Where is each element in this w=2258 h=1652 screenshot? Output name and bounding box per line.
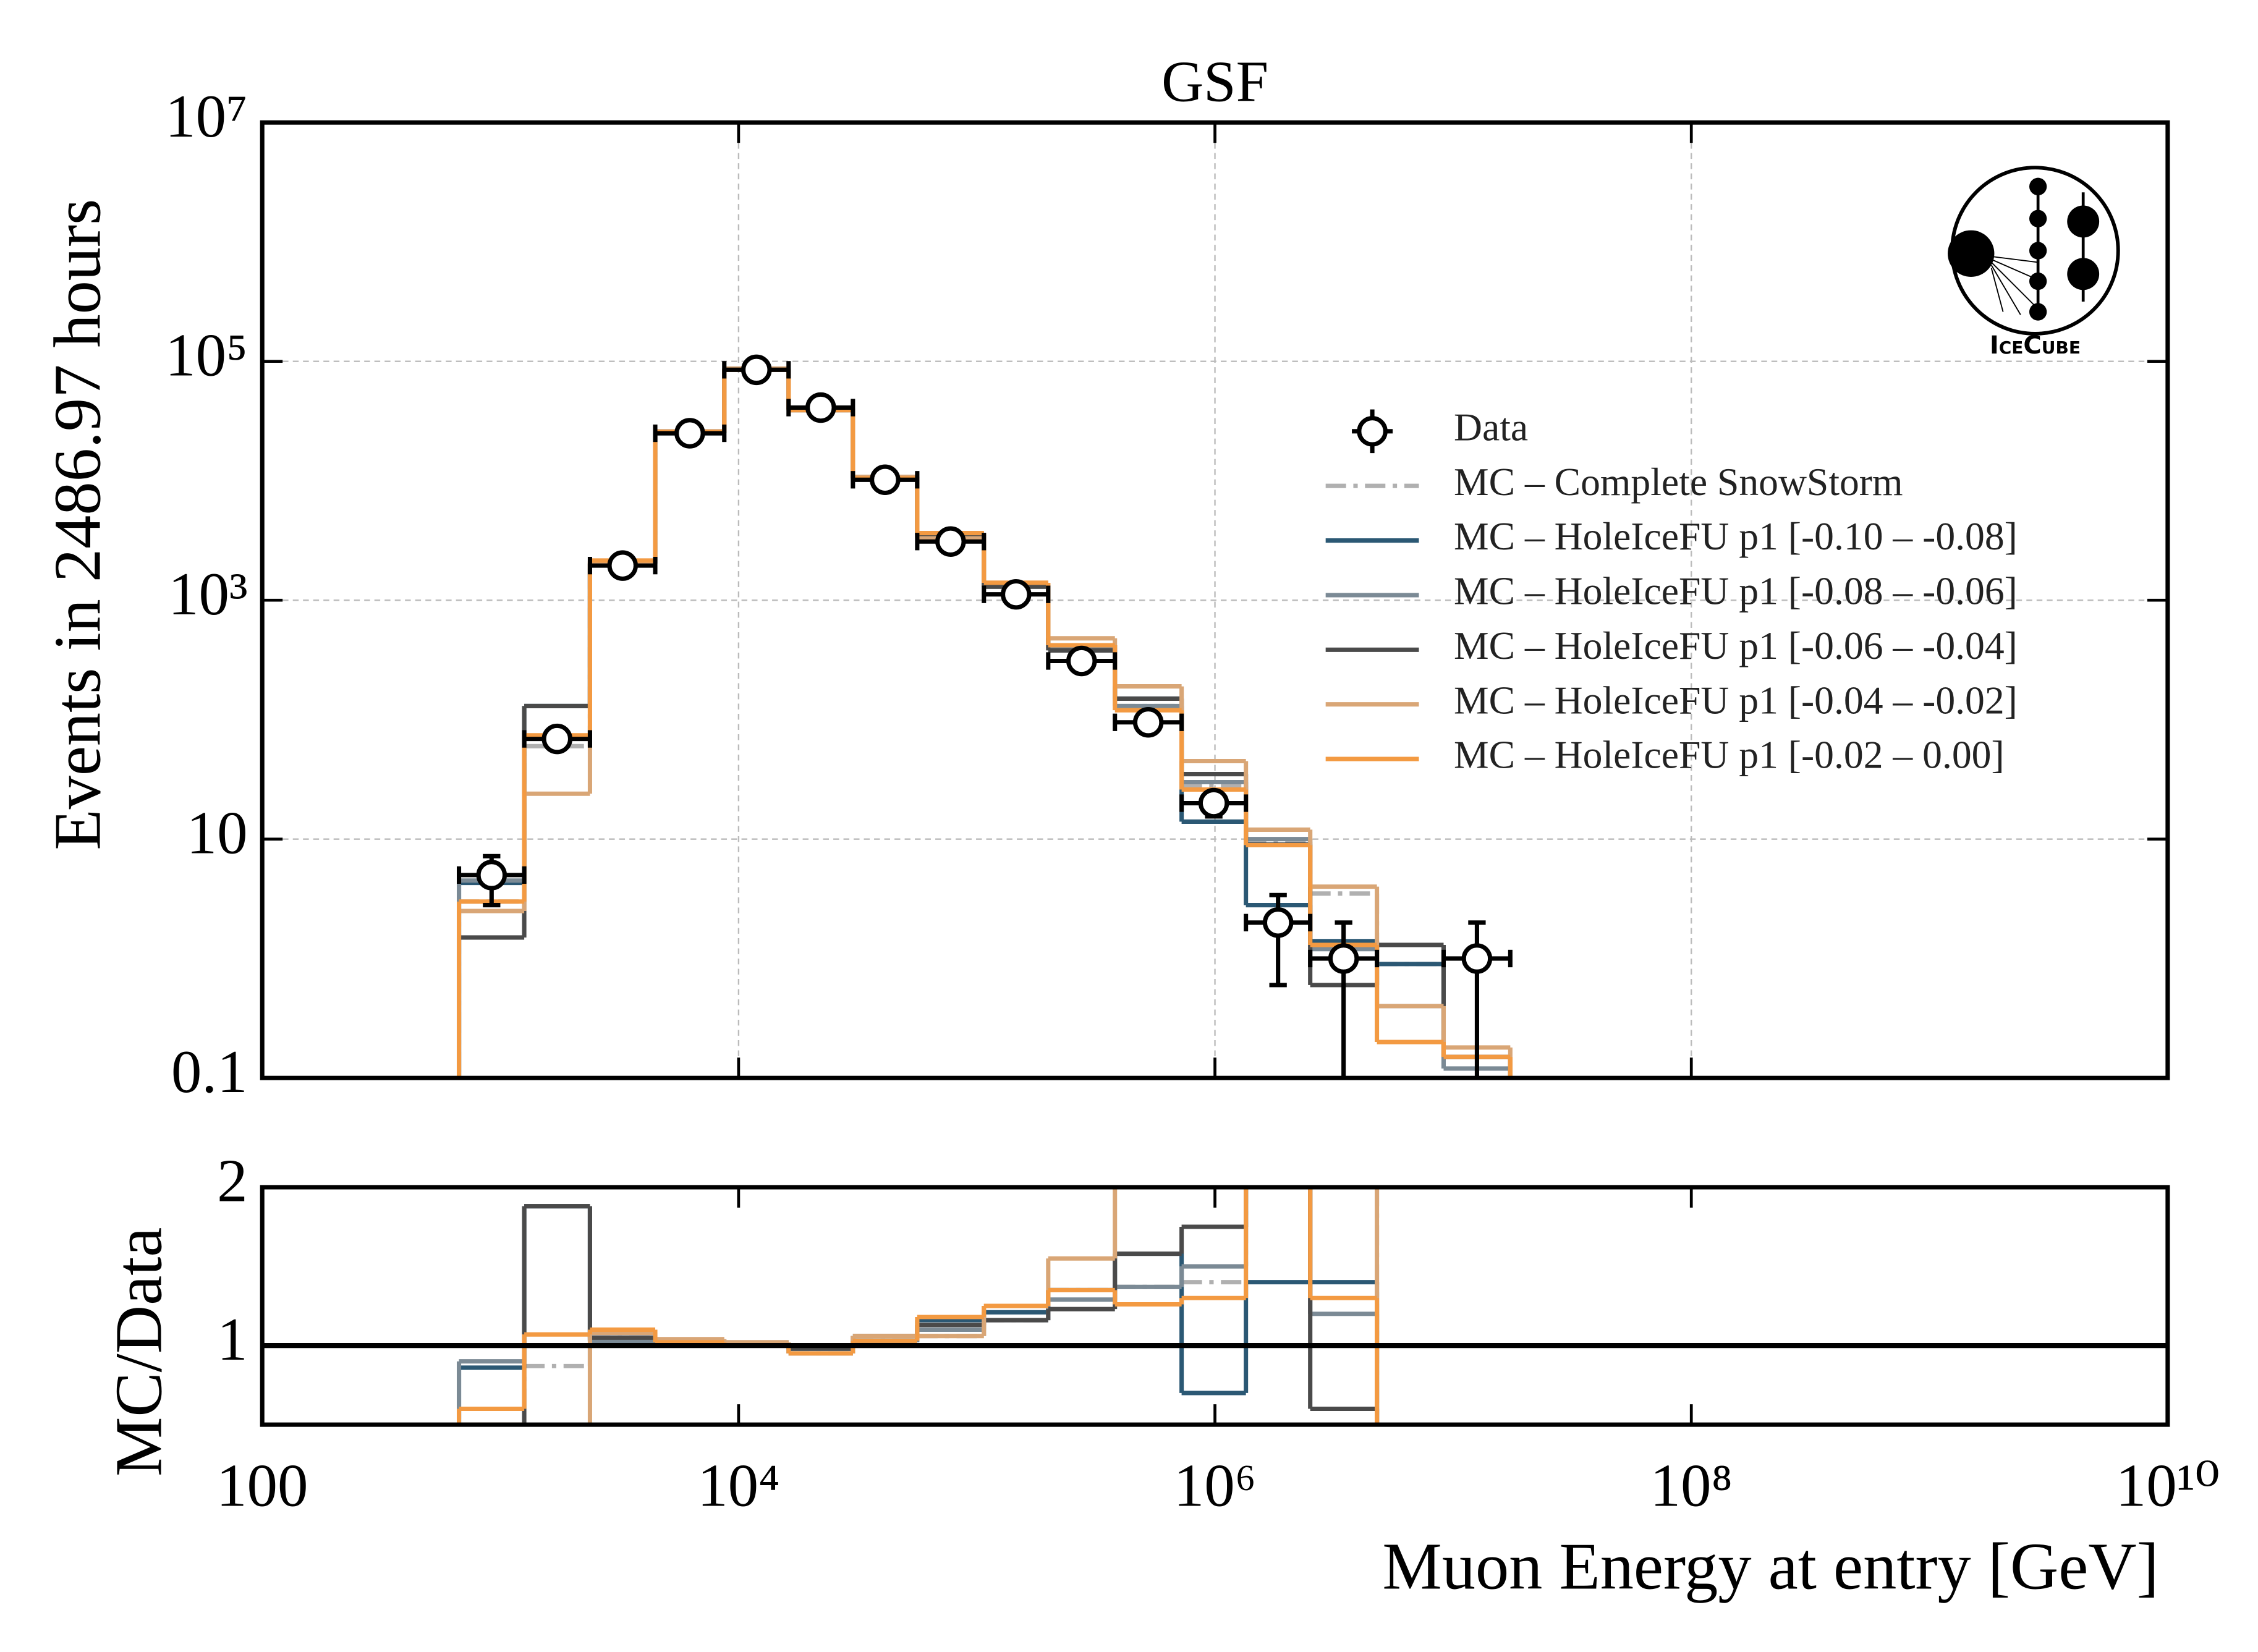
data-point (935, 526, 966, 557)
data-point (1328, 943, 1359, 974)
chart-title: GSF (1161, 49, 1268, 114)
y-tick-label: 10⁷ (165, 83, 247, 150)
data-point (476, 860, 507, 891)
data-point (1132, 707, 1164, 738)
legend-label: MC – HoleIceFU p1 [-0.06 – -0.04] (1454, 624, 2018, 667)
logo-dom (2029, 242, 2047, 260)
data-point (805, 392, 836, 423)
x-tick-label: 10⁴ (697, 1452, 779, 1519)
data-point (870, 464, 901, 496)
data-point (1066, 645, 1097, 677)
data-point (1198, 787, 1229, 819)
legend-label: MC – HoleIceFU p1 [-0.04 – -0.02] (1454, 678, 2018, 722)
legend-handle (1357, 416, 1388, 447)
logo-dom (1948, 230, 1995, 277)
x-tick-label: 10⁶ (1174, 1452, 1256, 1519)
y-axis-label: Events in 2486.97 hours (41, 199, 115, 850)
legend-label: Data (1454, 405, 1528, 449)
data-point (1001, 578, 1032, 610)
data-point (1262, 907, 1294, 938)
logo-dom (2029, 303, 2047, 321)
legend-label: MC – HoleIceFU p1 [-0.02 – 0.00] (1454, 733, 2005, 777)
logo-text: IceCube (1990, 331, 2081, 360)
axes-frame (260, 1185, 2170, 1427)
data-point (1461, 943, 1493, 974)
y-tick-label: 1 (217, 1306, 247, 1373)
x-tick-label: 10⁸ (1650, 1452, 1732, 1519)
logo-rays (1990, 256, 2039, 315)
legend-label: MC – HoleIceFU p1 [-0.08 – -0.06] (1454, 569, 2018, 613)
x-axis-label: Muon Energy at entry [GeV] (1382, 1529, 2158, 1603)
y-tick-label: 2 (217, 1148, 247, 1215)
plot-area (262, 1187, 2168, 1425)
data-point (674, 418, 705, 449)
plot-area (456, 354, 1513, 1078)
y-tick-label: 10⁵ (165, 321, 247, 389)
y-axis-label: MC/Data (102, 1227, 176, 1476)
legend-label: MC – HoleIceFU p1 [-0.10 – -0.08] (1454, 514, 2018, 558)
logo-dom (2029, 210, 2047, 227)
legend-label: MC – Complete SnowStorm (1454, 460, 1903, 504)
y-tick-label: 10 (187, 799, 248, 866)
logo-dom (2029, 272, 2047, 290)
y-tick-label: 0.1 (171, 1038, 248, 1106)
axes-frame (260, 120, 2170, 1080)
x-tick-label: 10¹⁰ (2116, 1452, 2220, 1519)
data-point (607, 550, 638, 581)
logo-dom (2029, 177, 2047, 196)
data-point (741, 354, 772, 386)
logo-dom (2067, 258, 2100, 290)
logo: IceCube (1948, 166, 2120, 360)
logo-dom (2067, 205, 2100, 238)
data-point (541, 723, 573, 755)
x-tick-label: 100 (216, 1452, 308, 1519)
y-tick-label: 10³ (168, 561, 248, 628)
